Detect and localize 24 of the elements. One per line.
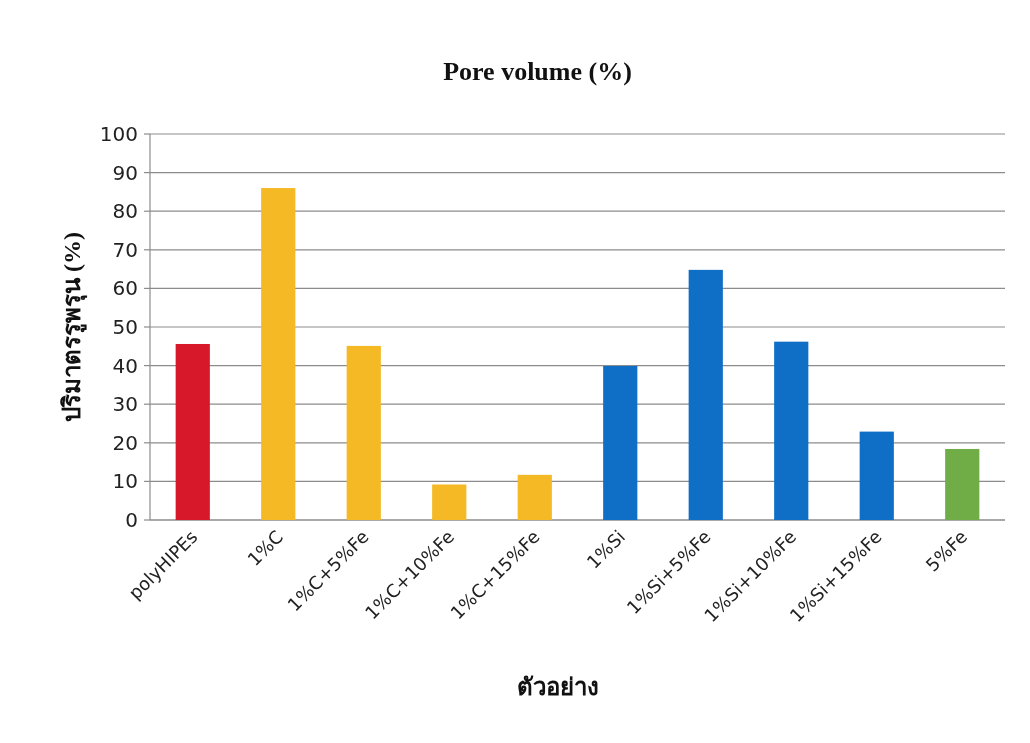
y-tick-label: 30 — [112, 392, 138, 417]
x-axis-title: ตัวอย่าง — [516, 674, 599, 700]
bar — [517, 474, 552, 520]
y-axis-title: ปริมาตรรูพรุน (%) — [59, 232, 88, 422]
y-tick-label: 20 — [112, 430, 138, 455]
y-tick-label: 60 — [112, 276, 138, 301]
bar — [945, 448, 980, 520]
y-tick-label: 0 — [125, 508, 138, 532]
bar — [859, 431, 894, 520]
y-tick-label: 70 — [112, 237, 138, 262]
y-tick-label: 100 — [99, 122, 138, 146]
bar — [346, 345, 381, 520]
bar — [603, 365, 638, 520]
y-tick-label: 10 — [112, 469, 138, 494]
y-tick-label: 80 — [112, 199, 138, 224]
y-tick-label: 50 — [112, 315, 138, 339]
bar — [432, 484, 467, 520]
bar — [774, 341, 809, 520]
bar — [688, 269, 723, 520]
y-tick-label: 40 — [112, 353, 138, 378]
bar — [261, 188, 296, 520]
bar — [175, 343, 210, 520]
chart-title: Pore volume (%) — [443, 57, 632, 86]
y-tick-label: 90 — [112, 160, 138, 185]
